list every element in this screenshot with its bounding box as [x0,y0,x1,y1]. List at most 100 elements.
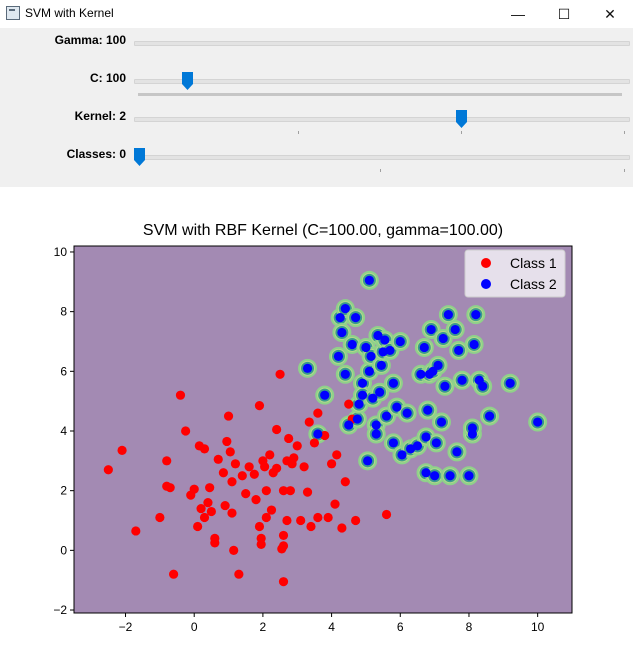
class1-point [256,539,266,549]
class2-point [430,471,440,481]
class2-point [392,402,402,412]
class1-point [381,509,392,520]
chart-title: SVM with RBF Kernel (C=100.00, gamma=100… [143,222,503,239]
class2-point [450,324,460,335]
class2-point [320,390,330,400]
class1-point [199,512,210,523]
class2-point [402,408,412,418]
class1-point [285,486,295,496]
class1-point [229,545,239,555]
class2-point [368,393,378,403]
class1-point [278,530,289,541]
classes-slider-track[interactable] [134,155,630,160]
classes-slider-thumb[interactable] [134,148,145,166]
class1-point [254,521,265,532]
classes-slider-tick [624,169,625,172]
class2-point [378,347,388,357]
class2-point [445,471,455,481]
class2-point [454,345,464,356]
class2-point [421,468,431,478]
y-tick-label: 10 [54,245,68,259]
class1-point [278,541,289,551]
class1-point [260,462,270,472]
x-tick-label: −2 [119,620,133,634]
class1-point [332,450,342,460]
class1-point [222,436,232,447]
class1-point [237,471,247,481]
class1-point [117,445,127,455]
class2-point [344,420,354,430]
class2-point [452,447,462,457]
svm-chart: SVM with RBF Kernel (C=100.00, gamma=100… [53,222,573,634]
c-slider-label: C: 100 [89,71,126,85]
kernel-slider-tick [298,131,299,134]
y-tick-label: 0 [60,543,67,557]
class2-point [505,378,515,388]
y-tick-label: 6 [60,364,67,378]
classes-slider-tick [380,169,381,172]
class1-point [227,477,237,487]
class2-point [363,456,373,466]
class1-point [266,505,277,515]
gamma-slider-label: Gamma: 100 [54,33,126,47]
legend: Class 1 Class 2 [464,249,566,298]
class2-point [376,360,386,370]
y-tick-label: 2 [60,484,67,498]
c-slider-thumb[interactable] [182,72,193,90]
class2-point [347,339,357,350]
class2-point [421,432,431,442]
close-button[interactable]: ✕ [604,6,616,22]
class2-point [433,360,443,370]
class2-point [397,450,407,460]
gamma-slider-track[interactable] [134,41,630,46]
class2-point [423,405,433,415]
x-tick-label: 8 [466,620,473,634]
minimize-button[interactable]: — [511,6,525,22]
class2-point [371,420,381,430]
legend-marker-class2 [481,279,491,289]
class2-point [357,390,368,400]
class1-point [196,503,206,514]
class2-point [469,339,479,350]
class2-point [471,310,481,320]
class1-point [306,521,316,532]
kernel-slider-thumb[interactable] [456,110,467,128]
class1-point [244,462,254,472]
class2-point [426,324,436,335]
x-tick-label: 0 [191,620,198,634]
class1-point [175,390,186,400]
class1-point [189,484,199,494]
class1-point [330,499,340,509]
class2-point [354,399,364,409]
class1-point [320,430,330,441]
class1-point [272,424,282,435]
class2-point [484,411,495,421]
class1-point [278,486,289,496]
class2-point [419,342,429,353]
class2-point [366,351,376,361]
class1-point [169,569,179,579]
class2-point [361,342,371,353]
class1-point [103,465,113,475]
class2-point [467,423,477,433]
class1-point [296,515,306,526]
class1-point [210,538,220,548]
class1-point [309,438,320,448]
class2-point [352,414,362,424]
x-tick-label: 2 [260,620,267,634]
class2-point [533,417,543,427]
y-tick-label: −2 [53,603,67,617]
class2-point [395,336,405,347]
kernel-slider-track[interactable] [134,117,630,122]
class1-point [272,463,282,473]
class1-point [284,433,294,444]
c-slider-track[interactable] [134,79,630,84]
window-title: SVM with Kernel [25,6,114,20]
class1-point [203,498,213,508]
class2-point [388,438,399,448]
class1-point [225,447,235,457]
class1-point [261,512,271,523]
class1-point [302,487,313,497]
maximize-button[interactable]: ☐ [557,6,571,22]
class1-point [299,462,309,472]
